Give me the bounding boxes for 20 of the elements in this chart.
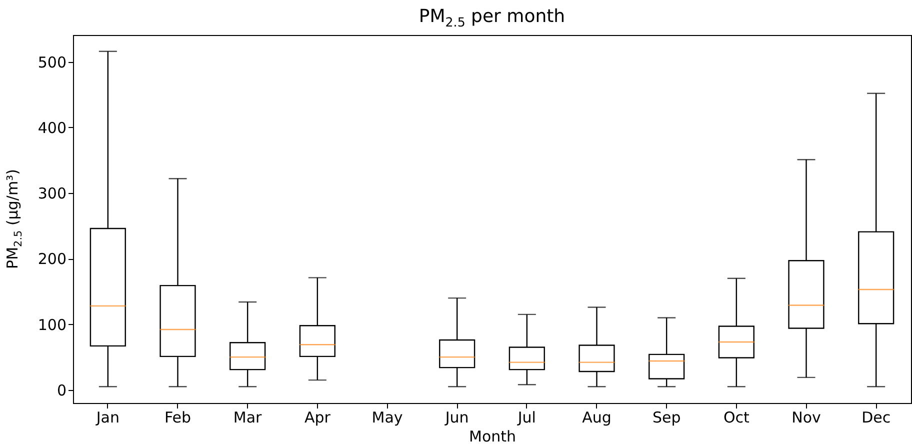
x-axis-title: Month	[468, 428, 516, 446]
y-tick-label: 200	[38, 250, 66, 268]
chart-title: PM$_{2.5}$ per month	[418, 6, 566, 30]
y-tick-label: 500	[38, 53, 66, 72]
x-tick-label: Dec	[862, 408, 891, 426]
x-tick-label: Sep	[652, 408, 681, 426]
x-tick-label: Nov	[792, 408, 822, 426]
x-tick-label: Aug	[582, 408, 612, 426]
x-tick-label: May	[372, 408, 403, 426]
x-tick-label: Jan	[95, 408, 120, 426]
x-tick-label: Oct	[723, 408, 750, 426]
x-tick-label: Apr	[304, 408, 332, 426]
y-tick-label: 0	[56, 381, 66, 400]
y-tick-label: 400	[38, 118, 66, 137]
y-tick-label: 300	[38, 184, 66, 203]
x-tick-label: Jun	[444, 408, 469, 426]
x-tick-label: Mar	[233, 408, 263, 426]
y-tick-label: 100	[38, 316, 66, 334]
x-tick-label: Feb	[164, 408, 192, 426]
x-tick-label: Jul	[516, 408, 536, 426]
